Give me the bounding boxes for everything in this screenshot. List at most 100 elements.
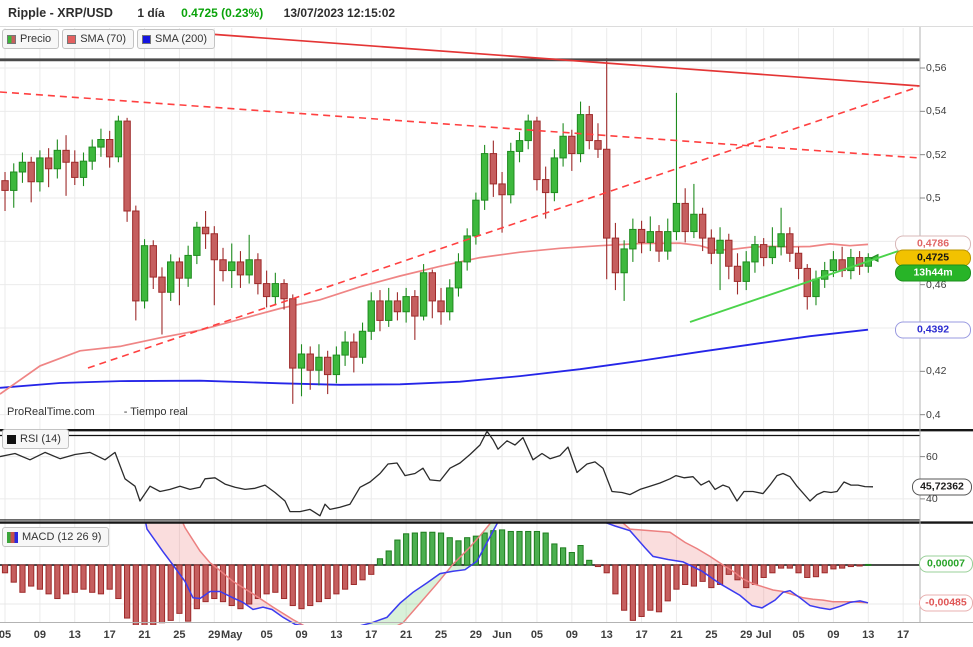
- macd-legend[interactable]: MACD (12 26 9): [2, 527, 110, 547]
- candle-down: [707, 237, 716, 254]
- candle-up: [629, 228, 637, 250]
- y-axis-label[interactable]: 0,54: [926, 105, 947, 118]
- x-axis-label[interactable]: 29: [469, 629, 483, 641]
- x-axis-label[interactable]: 09: [33, 629, 47, 641]
- macd-bar-down: [830, 564, 837, 570]
- macd-bar-up: [376, 558, 384, 566]
- macd-panel: [0, 523, 920, 625]
- candle-up: [385, 300, 393, 321]
- candle-up: [184, 254, 192, 279]
- y-axis-label[interactable]: 0,46: [926, 278, 947, 291]
- x-axis-label[interactable]: 13: [68, 629, 81, 641]
- macd-bar-up: [560, 547, 567, 566]
- macd-bar-down: [655, 564, 663, 613]
- x-axis-label[interactable]: Jun: [492, 629, 512, 641]
- macd-bar-down: [795, 564, 802, 574]
- x-axis-label[interactable]: 17: [897, 629, 910, 641]
- x-axis-label[interactable]: May: [221, 629, 243, 641]
- x-axis-label[interactable]: Jul: [755, 629, 772, 641]
- macd-bar-down: [167, 564, 174, 621]
- candle-up: [341, 341, 349, 356]
- x-axis-label[interactable]: 13: [600, 629, 613, 641]
- y-axis-label[interactable]: 0,5: [926, 192, 941, 204]
- candle-up: [751, 244, 759, 263]
- x-axis-label[interactable]: 05: [530, 629, 544, 641]
- macd-bar-down: [254, 564, 262, 600]
- candle-down: [280, 283, 288, 300]
- candles-icon: [7, 34, 16, 44]
- macd-bar-down: [342, 564, 349, 590]
- x-axis-label[interactable]: 09: [295, 629, 308, 641]
- x-axis-label[interactable]: 17: [365, 629, 378, 641]
- candle-down: [393, 300, 402, 313]
- y-axis-label[interactable]: 0,4: [926, 408, 941, 421]
- x-axis-label[interactable]: 29: [740, 629, 753, 641]
- macd-bar-down: [786, 564, 793, 569]
- x-axis-label[interactable]: 21: [670, 629, 683, 641]
- candle-down: [210, 233, 219, 261]
- macd-bar-down: [629, 564, 636, 621]
- y-axis-label[interactable]: 0,52: [926, 148, 947, 161]
- timeframe-label[interactable]: 1 día: [137, 6, 165, 20]
- legend-item-sma200[interactable]: SMA (200): [137, 29, 216, 49]
- brand-text: ProRealTime.com: [7, 406, 95, 418]
- macd-bar-down: [115, 564, 122, 600]
- macd-bar-down: [603, 564, 610, 574]
- axis-badge-04392: 0,4392: [895, 321, 971, 339]
- macd-bar-up: [568, 552, 575, 566]
- candle-down: [568, 135, 576, 155]
- y-axis-ticks: [920, 67, 925, 500]
- x-axis-label[interactable]: 05: [260, 629, 273, 641]
- candle-down: [1, 180, 9, 191]
- macd-bar-down: [307, 564, 314, 607]
- vertical-gridlines: [4, 28, 904, 622]
- x-axis-label[interactable]: 21: [400, 629, 413, 641]
- candle-down: [71, 161, 79, 178]
- candle-up: [419, 272, 428, 317]
- macd-bar-down: [97, 564, 105, 595]
- x-axis-label[interactable]: 13: [862, 629, 875, 641]
- sma200-icon: [142, 34, 152, 44]
- price-panel: [0, 32, 920, 416]
- candle-up: [812, 278, 820, 298]
- x-axis-label[interactable]: 09: [565, 629, 578, 641]
- candle-down: [376, 300, 384, 321]
- candle-down: [733, 265, 742, 282]
- legend-item-sma70[interactable]: SMA (70): [62, 29, 135, 49]
- legend-item-precio[interactable]: Precio: [2, 29, 60, 49]
- macd-bar-down: [106, 564, 113, 590]
- rsi-legend[interactable]: RSI (14): [2, 429, 69, 449]
- candle-up: [88, 146, 96, 162]
- candle-down: [158, 276, 166, 293]
- macd-bar-up: [551, 543, 558, 566]
- macd-bar-down: [760, 564, 767, 578]
- x-axis-label[interactable]: 05: [0, 629, 12, 641]
- candle-down: [585, 114, 593, 142]
- candle-up: [716, 239, 724, 254]
- macd-bar-down: [10, 564, 17, 583]
- axis-badge-04786: 0,4786: [895, 235, 971, 253]
- x-axis-label[interactable]: 25: [434, 629, 448, 641]
- y-axis-label[interactable]: 0,56: [926, 62, 947, 74]
- candle-up: [18, 161, 27, 173]
- y-axis-label[interactable]: 60: [926, 450, 938, 463]
- x-axis-label[interactable]: 25: [173, 629, 186, 641]
- x-axis-label[interactable]: 05: [792, 629, 805, 641]
- candle-up: [97, 139, 105, 148]
- x-axis-label[interactable]: 25: [705, 629, 718, 641]
- y-axis-label[interactable]: 40: [926, 492, 938, 505]
- x-axis-label[interactable]: 13: [330, 629, 343, 641]
- candle-down: [655, 231, 663, 252]
- y-axis-label[interactable]: 0,42: [926, 365, 947, 378]
- candle-down: [541, 179, 550, 194]
- x-axis-label[interactable]: 09: [827, 629, 840, 641]
- x-axis-label[interactable]: 17: [103, 629, 116, 641]
- x-axis-label[interactable]: 17: [635, 629, 648, 641]
- macd-bar-down: [263, 564, 270, 595]
- candle-down: [698, 213, 707, 239]
- x-axis-label[interactable]: 21: [138, 629, 151, 641]
- x-axis-label[interactable]: 29: [208, 629, 221, 641]
- instrument-title: Ripple - XRP/USD: [8, 6, 113, 20]
